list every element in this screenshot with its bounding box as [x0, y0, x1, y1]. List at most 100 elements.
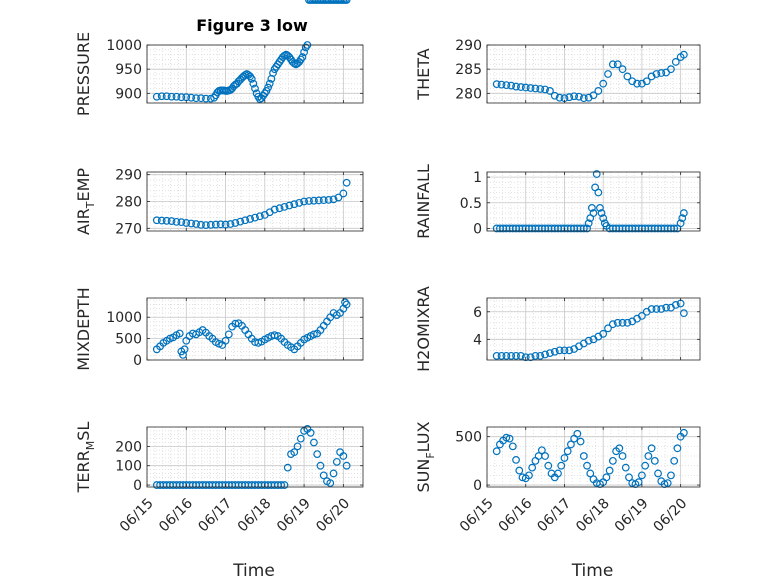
data-point [339, 189, 348, 198]
data-point [565, 346, 574, 355]
figure-title: Figure 3 low [196, 16, 308, 35]
axes-box [486, 171, 701, 232]
data-point [326, 479, 335, 488]
data-point [615, 444, 624, 453]
data-point [251, 84, 259, 93]
data-point [679, 209, 688, 217]
data-point [285, 201, 294, 210]
data-point [502, 351, 511, 360]
y-tick-label: 0 [473, 221, 482, 237]
data-point [197, 94, 205, 103]
data-point [676, 219, 685, 228]
data-point [334, 193, 343, 202]
y-tick-label: 900 [115, 86, 142, 102]
data-point [341, 298, 349, 307]
plot-area [487, 172, 700, 231]
y-tick-label: 4 [473, 332, 482, 348]
data-point [579, 224, 588, 233]
data-point [298, 53, 307, 61]
data-point [167, 217, 176, 225]
data-point [570, 92, 579, 101]
data-point [516, 83, 525, 91]
data-point [671, 300, 680, 309]
data-point [541, 452, 549, 460]
x-tick-label: 06/19 [612, 495, 652, 535]
data-point [678, 214, 687, 223]
data-point [310, 330, 318, 339]
data-point [579, 452, 588, 460]
data-point [596, 204, 604, 212]
y-tick-label: 0 [133, 478, 142, 494]
data-point [187, 219, 196, 228]
x-tick-label: 06/19 [274, 495, 314, 535]
axes-box [146, 426, 364, 488]
y-axis-label: SUNFLUX [414, 421, 437, 492]
data-point [275, 204, 284, 213]
data-point [192, 220, 200, 228]
data-point [546, 87, 554, 95]
data-point [206, 220, 215, 229]
data-point [673, 444, 682, 453]
data-point [618, 318, 627, 327]
data-point [621, 463, 630, 472]
data-point [280, 481, 289, 489]
data-point [310, 438, 318, 447]
data-point [342, 300, 351, 309]
data-point [554, 469, 562, 478]
data-point [638, 312, 646, 320]
y-axis-label: MIXDEPTH [74, 287, 93, 370]
data-point [594, 188, 603, 197]
x-tick-label: 06/18 [235, 495, 275, 535]
data-point [508, 442, 517, 451]
data-point [623, 318, 632, 327]
y-axis-label: TERRMSL [74, 422, 97, 494]
data-point [251, 213, 259, 222]
data-point [162, 216, 171, 225]
data-point [182, 219, 191, 227]
data-point [157, 216, 166, 225]
data-point [604, 70, 612, 78]
data-point [177, 218, 186, 227]
data-point [516, 351, 525, 360]
data-point [224, 330, 233, 339]
data-point [567, 440, 575, 449]
data-point [670, 224, 679, 233]
data-point [654, 469, 662, 478]
data-point [342, 461, 351, 470]
data-point [177, 93, 186, 102]
subplot-terr-msl: 0 100 200 06/15 06/16 06/17 06/18 06/19 06/20 Tim… [74, 422, 364, 581]
subplot-theta: 280 285 290 THETA [414, 38, 701, 104]
data-point [605, 466, 614, 475]
data-point [332, 457, 341, 466]
y-tick-label: 290 [115, 168, 142, 184]
data-point [599, 214, 608, 223]
data-point [505, 434, 514, 443]
data-point [521, 353, 530, 362]
x-tick-label: 06/16 [156, 495, 196, 535]
data-point [526, 84, 535, 92]
data-point [536, 85, 545, 93]
y-tick-label: 1 [473, 170, 482, 186]
data-point [525, 471, 533, 480]
data-point [652, 70, 661, 78]
data-point [300, 48, 308, 57]
data-point [541, 85, 549, 94]
data-point [319, 471, 328, 480]
x-tick-label: 06/18 [573, 495, 613, 535]
y-axis-label: RAINFALL [414, 164, 433, 239]
data-point [270, 205, 279, 214]
data-point [507, 351, 516, 360]
data-point [187, 93, 196, 102]
data-point [192, 94, 200, 103]
data-point [152, 216, 161, 225]
y-tick-label: 200 [115, 439, 142, 455]
data-point [319, 196, 328, 205]
data-point [641, 461, 650, 470]
data-point [599, 329, 608, 338]
subplot-air-temp: 270 280 290 AIRTEMP [74, 168, 364, 237]
data-point [265, 79, 274, 88]
data-point [264, 83, 272, 92]
data-point [515, 466, 524, 475]
data-point [546, 349, 554, 358]
